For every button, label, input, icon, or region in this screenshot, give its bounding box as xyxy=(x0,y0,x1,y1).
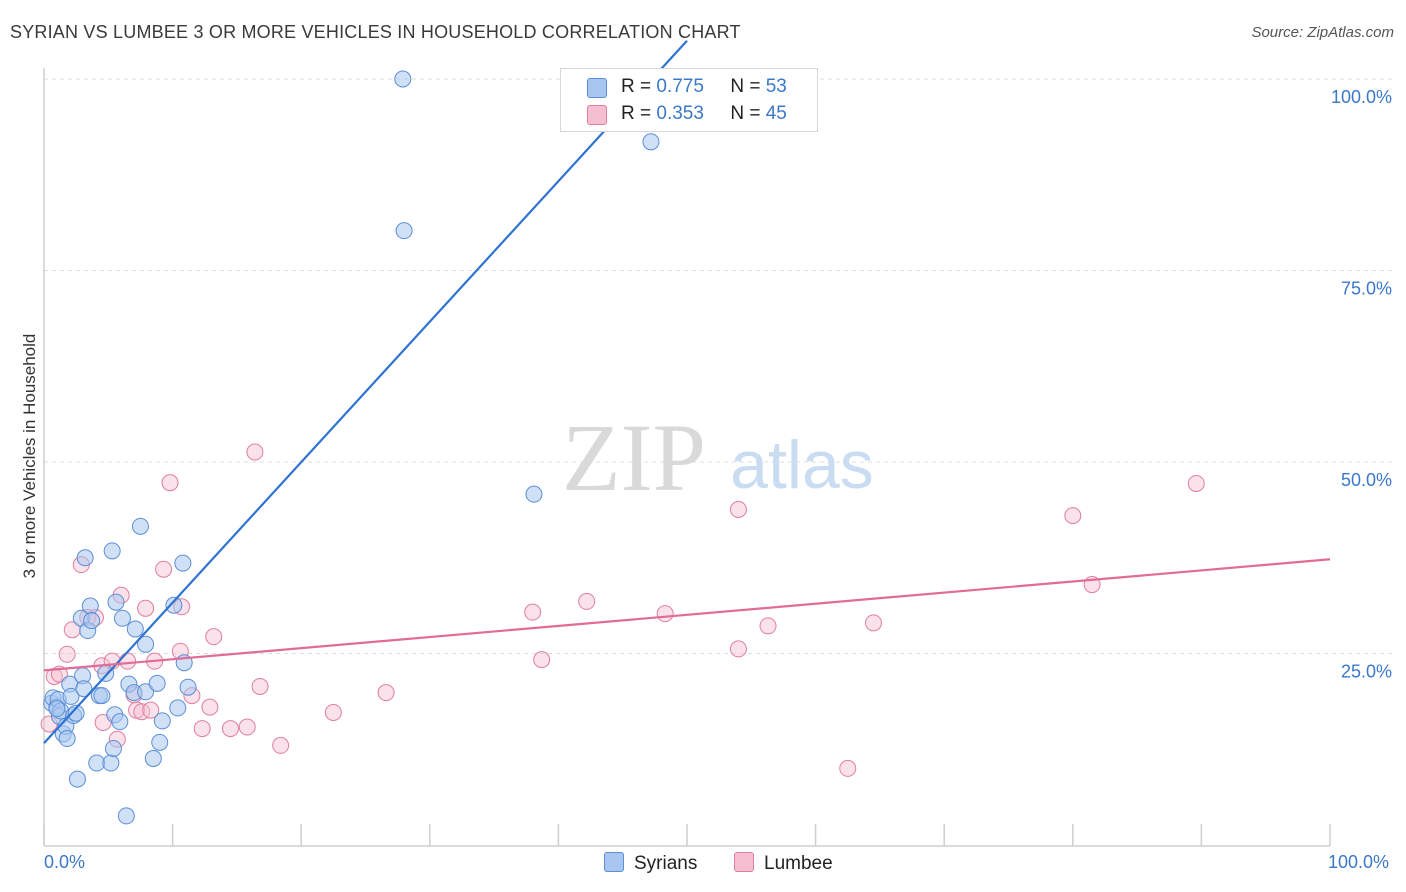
lumbee-point xyxy=(137,599,155,617)
legend-r-lumbee: 0.353 xyxy=(656,103,704,124)
y-tick-label: 75.0% xyxy=(1341,279,1392,299)
lumbee-point xyxy=(246,443,264,461)
watermark-atlas: atlas xyxy=(730,427,874,503)
syrians-point xyxy=(88,754,106,772)
lumbee-point xyxy=(759,617,777,635)
syrians-point xyxy=(165,596,183,614)
syrians-point xyxy=(525,485,543,503)
axes xyxy=(43,68,1331,847)
bottom-legend-swatch-lumbee xyxy=(734,852,754,872)
lumbee-point xyxy=(155,560,173,578)
syrians-point xyxy=(68,770,86,788)
trendlines xyxy=(43,39,1331,744)
syrians-point xyxy=(174,554,192,572)
syrians-point xyxy=(642,133,660,151)
lumbee-point xyxy=(251,677,269,695)
lumbee-point xyxy=(533,651,551,669)
syrians-point xyxy=(117,807,135,825)
syrians-point xyxy=(148,674,166,692)
watermark-zip: ZIP xyxy=(562,404,706,511)
lumbee-point xyxy=(729,640,747,658)
x-tick-label-min: 0.0% xyxy=(44,852,86,872)
syrians-point xyxy=(76,549,94,567)
syrians-point xyxy=(113,609,131,627)
syrians-point xyxy=(83,612,101,630)
lumbee-point xyxy=(221,720,239,738)
bottom-legend-label-syrians: Syrians xyxy=(634,853,698,874)
syrians-point xyxy=(153,712,171,730)
syrians-point xyxy=(395,222,413,240)
lumbee-point xyxy=(119,652,137,670)
legend-swatch-lumbee xyxy=(587,105,607,125)
bottom-legend-syrians: Syrians xyxy=(604,852,697,875)
y-tick-labels: 25.0% 50.0% 75.0% 100.0% xyxy=(1331,87,1392,682)
lumbee-point xyxy=(142,701,160,719)
lumbee-point xyxy=(201,698,219,716)
legend-n-lumbee: 45 xyxy=(765,103,787,124)
lumbee-point xyxy=(133,703,151,721)
syrians-point xyxy=(131,517,149,535)
syrians-point xyxy=(67,704,85,722)
syrians-point xyxy=(102,754,120,772)
lumbee-point xyxy=(205,628,223,646)
lumbee-point xyxy=(839,759,857,777)
lumbee-point xyxy=(578,592,596,610)
y-tick-label: 100.0% xyxy=(1331,87,1392,107)
lumbee-point xyxy=(864,614,882,632)
syrians-point xyxy=(75,680,93,698)
lumbee-point xyxy=(1187,474,1205,492)
bottom-legend-label-lumbee: Lumbee xyxy=(764,853,833,874)
syrians-point xyxy=(93,687,111,705)
lumbee-point xyxy=(1064,507,1082,525)
bottom-legend-swatch-syrians xyxy=(604,852,624,872)
syrians-point xyxy=(169,699,187,717)
chart-title: SYRIAN VS LUMBEE 3 OR MORE VEHICLES IN H… xyxy=(10,22,741,42)
syrians-point xyxy=(97,664,115,682)
syrians-point xyxy=(107,593,125,611)
watermark: ZIP atlas xyxy=(562,404,874,511)
legend-r-syrians: 0.775 xyxy=(656,76,704,97)
legend: R = 0.775 N = 53 R = 0.353 N = 45 xyxy=(560,68,818,132)
x-tick-label-max: 100.0% xyxy=(1328,852,1390,872)
syrians-points xyxy=(43,70,660,825)
legend-n-label: N = xyxy=(730,103,761,124)
legend-swatch-syrians xyxy=(587,78,607,98)
syrians-point xyxy=(137,635,155,653)
lumbee-point xyxy=(193,720,211,738)
syrians-point xyxy=(48,700,66,718)
syrians-point xyxy=(111,713,129,731)
bottom-legend-lumbee: Lumbee xyxy=(734,852,833,875)
syrians-point xyxy=(126,620,144,638)
legend-n-syrians: 53 xyxy=(765,76,787,97)
syrians-point xyxy=(394,70,412,88)
syrians-point xyxy=(103,542,121,560)
lumbee-point xyxy=(238,718,256,736)
lumbee-point xyxy=(377,684,395,702)
syrians-trendline xyxy=(43,39,688,744)
legend-r-label: R = xyxy=(621,76,652,97)
lumbee-point xyxy=(324,703,342,721)
y-tick-label: 25.0% xyxy=(1341,662,1392,682)
lumbee-point xyxy=(656,605,674,623)
syrians-point xyxy=(144,749,162,767)
syrians-point xyxy=(137,683,155,701)
lumbee-point xyxy=(58,645,76,663)
legend-r-label: R = xyxy=(621,103,652,124)
lumbee-point xyxy=(272,736,290,754)
syrians-point xyxy=(58,730,76,748)
lumbee-trendline xyxy=(43,558,1331,672)
lumbee-point xyxy=(729,500,747,518)
lumbee-point xyxy=(161,474,179,492)
legend-n-label: N = xyxy=(730,76,761,97)
gridlines xyxy=(44,78,1392,654)
lumbee-point xyxy=(524,603,542,621)
syrians-point xyxy=(81,597,99,615)
syrians-point xyxy=(179,678,197,696)
source-label: Source: ZipAtlas.com xyxy=(1251,24,1394,41)
syrians-point xyxy=(104,739,122,757)
y-tick-label: 50.0% xyxy=(1341,470,1392,490)
syrians-point xyxy=(151,733,169,751)
syrians-point xyxy=(62,687,80,705)
